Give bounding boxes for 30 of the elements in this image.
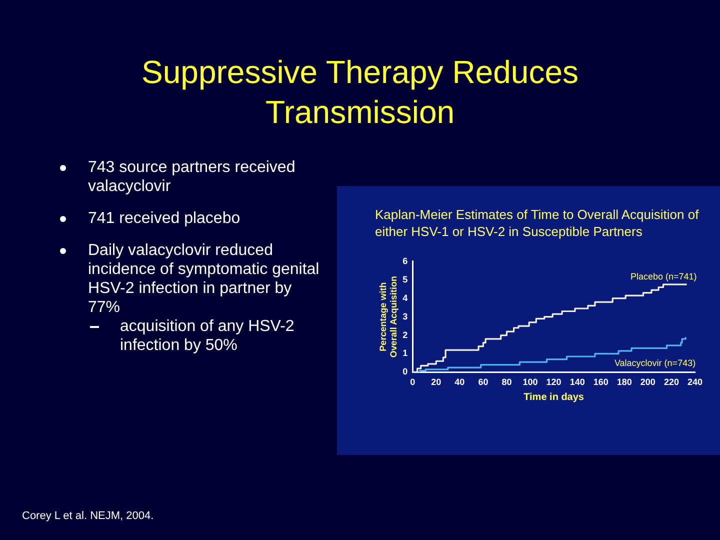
x-tick-label: 100 [522,377,538,388]
y-tick-label: 0 [402,366,408,377]
series-label: Placebo (n=741) [630,271,697,282]
x-tick-label: 240 [687,377,703,388]
y-tick-label: 6 [402,256,408,266]
x-tick-label: 80 [502,377,512,388]
x-axis-title: Time in days [524,392,584,403]
y-tick-label: 2 [402,330,408,340]
series-label: Valacyclovir (n=743) [614,358,696,368]
text: acquisition of any HSV-2 infection by 50% [119,317,296,355]
y-tick-label: 4 [402,292,408,303]
text: 741 received placebo [87,209,242,228]
x-tick-label: 200 [640,377,656,388]
y-tick-label: 1 [402,348,408,358]
x-tick-label: 60 [478,377,488,388]
x-tick-label: 140 [570,377,585,388]
y-axis-title: Percentage with Overall Acquisition [378,276,399,358]
x-tick-label: 40 [454,377,465,388]
y-tick-label: 3 [402,311,408,322]
x-tick-label: 220 [664,377,679,388]
x-tick-label: 120 [546,377,562,388]
y-tick-label: 5 [402,274,408,284]
text: 743 source partners received valacyclovir [87,158,296,196]
x-tick-label: 20 [431,377,442,388]
x-tick-label: 180 [616,377,632,388]
chart-title: Suppressive Therapy Reduces Transmission [140,53,580,132]
x-tick-label: 0 [410,377,416,388]
x-tick-label: 160 [593,377,608,388]
chart-subtitle: Kaplan-Meier Estimates of Time to Overall Acquisition of either HSV-1 or HSV-2 in Susceptible Partners [375,206,700,240]
text: Corey L et al. NEJM, 2004. [22,510,154,522]
